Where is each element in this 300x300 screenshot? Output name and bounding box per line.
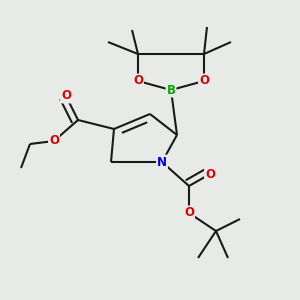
Text: O: O <box>49 134 59 148</box>
Text: N: N <box>157 155 167 169</box>
Text: O: O <box>61 89 71 103</box>
Text: B: B <box>167 83 176 97</box>
Text: O: O <box>199 74 209 88</box>
Text: O: O <box>184 206 194 220</box>
Text: O: O <box>205 167 215 181</box>
Text: O: O <box>133 74 143 88</box>
